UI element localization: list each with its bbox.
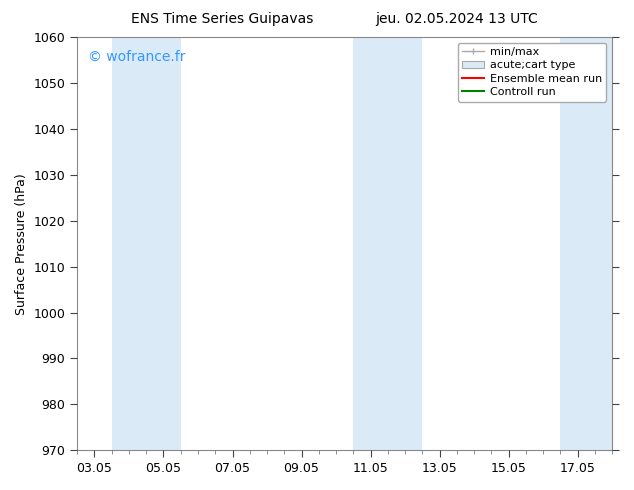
Legend: min/max, acute;cart type, Ensemble mean run, Controll run: min/max, acute;cart type, Ensemble mean …: [458, 43, 607, 101]
Bar: [353, 37, 422, 450]
Text: ENS Time Series Guipavas: ENS Time Series Guipavas: [131, 12, 313, 26]
Bar: [560, 37, 612, 450]
Text: © wofrance.fr: © wofrance.fr: [88, 49, 185, 64]
Y-axis label: Surface Pressure (hPa): Surface Pressure (hPa): [15, 173, 28, 315]
Bar: [112, 37, 181, 450]
Text: jeu. 02.05.2024 13 UTC: jeu. 02.05.2024 13 UTC: [375, 12, 538, 26]
